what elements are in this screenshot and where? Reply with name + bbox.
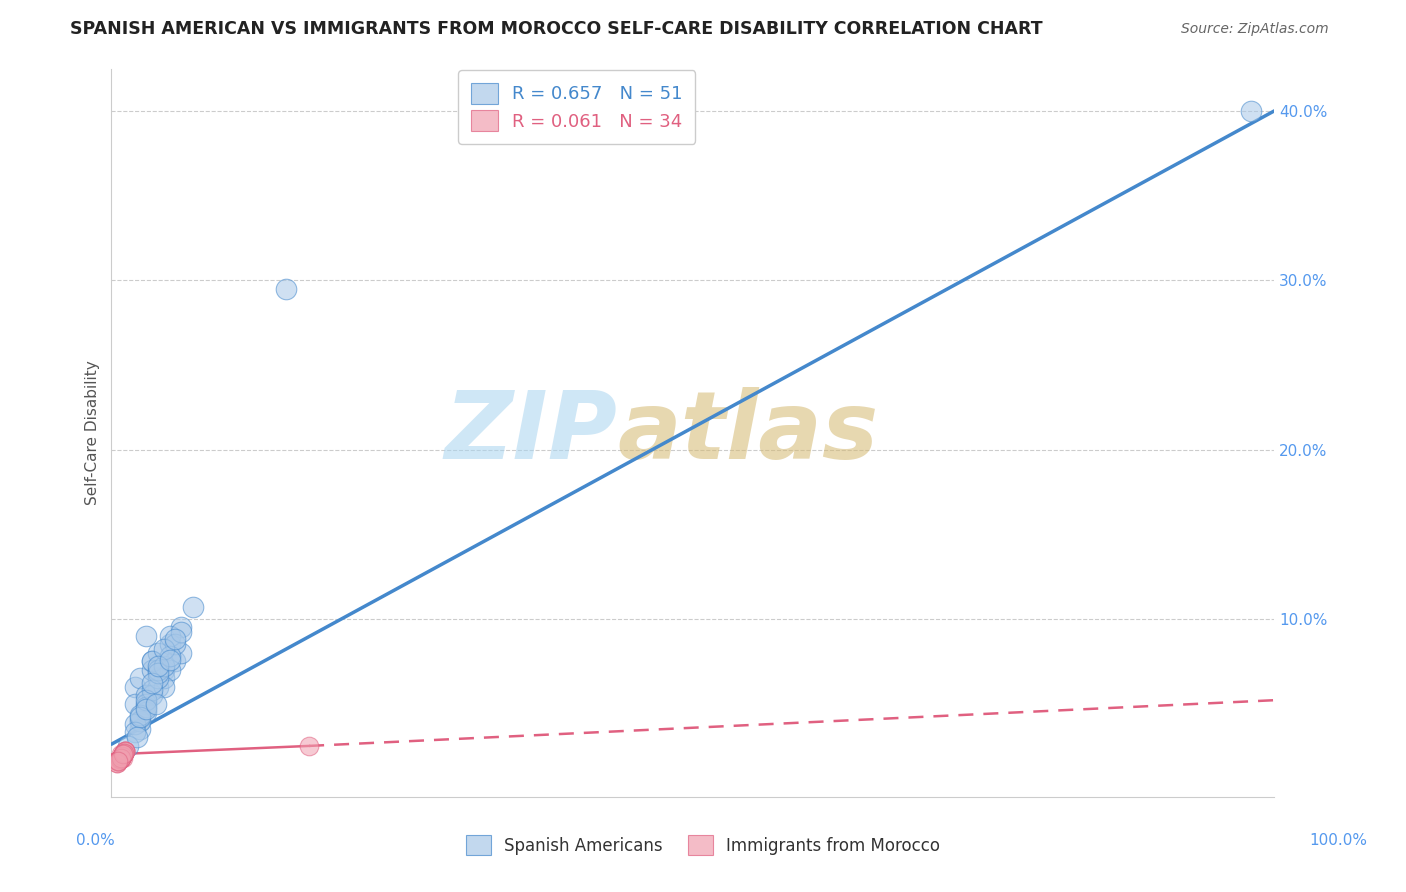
Point	[152, 659, 174, 673]
Point	[112, 746, 135, 760]
Point	[159, 637, 181, 651]
Point	[146, 659, 169, 673]
Text: SPANISH AMERICAN VS IMMIGRANTS FROM MOROCCO SELF-CARE DISABILITY CORRELATION CHA: SPANISH AMERICAN VS IMMIGRANTS FROM MORO…	[70, 20, 1043, 37]
Point	[108, 752, 131, 766]
Point	[170, 625, 193, 640]
Point	[1240, 103, 1263, 118]
Point	[129, 671, 152, 685]
Point	[141, 676, 163, 690]
Text: Source: ZipAtlas.com: Source: ZipAtlas.com	[1181, 21, 1329, 36]
Point	[124, 725, 146, 739]
Point	[112, 751, 135, 765]
Point	[112, 747, 135, 762]
Point	[107, 754, 129, 768]
Point	[146, 680, 169, 694]
Y-axis label: Self-Care Disability: Self-Care Disability	[86, 360, 100, 505]
Point	[112, 747, 135, 762]
Point	[108, 752, 131, 766]
Text: 0.0%: 0.0%	[76, 833, 115, 847]
Point	[107, 754, 129, 768]
Point	[170, 646, 193, 660]
Point	[114, 744, 136, 758]
Point	[108, 752, 131, 766]
Point	[129, 722, 152, 736]
Point	[129, 714, 152, 728]
Point	[165, 654, 187, 668]
Point	[105, 756, 128, 770]
Point	[111, 749, 134, 764]
Point	[159, 652, 181, 666]
Point	[135, 700, 157, 714]
Point	[146, 663, 169, 677]
Point	[107, 754, 129, 768]
Point	[141, 663, 163, 677]
Point	[110, 751, 132, 765]
Point	[146, 671, 169, 685]
Text: 100.0%: 100.0%	[1309, 833, 1368, 847]
Point	[135, 629, 157, 643]
Point	[107, 754, 129, 768]
Point	[129, 708, 152, 723]
Point	[112, 747, 135, 762]
Point	[129, 714, 152, 728]
Legend: R = 0.657   N = 51, R = 0.061   N = 34: R = 0.657 N = 51, R = 0.061 N = 34	[458, 70, 695, 144]
Point	[159, 649, 181, 664]
Legend: Spanish Americans, Immigrants from Morocco: Spanish Americans, Immigrants from Moroc…	[460, 829, 946, 862]
Point	[170, 620, 193, 634]
Point	[141, 688, 163, 702]
Point	[112, 746, 135, 760]
Point	[112, 747, 135, 762]
Point	[124, 717, 146, 731]
Point	[159, 663, 181, 677]
Point	[141, 654, 163, 668]
Point	[110, 751, 132, 765]
Point	[135, 701, 157, 715]
Point	[112, 746, 135, 760]
Point	[112, 746, 135, 760]
Point	[111, 749, 134, 764]
Point	[111, 749, 134, 764]
Point	[152, 663, 174, 677]
Point	[114, 744, 136, 758]
Point	[114, 744, 136, 758]
Point	[108, 752, 131, 766]
Point	[105, 756, 128, 770]
Point	[114, 744, 136, 758]
Point	[181, 600, 204, 615]
Point	[159, 629, 181, 643]
Point	[274, 282, 297, 296]
Point	[107, 754, 129, 768]
Point	[152, 680, 174, 694]
Point	[165, 632, 187, 647]
Point	[141, 654, 163, 668]
Point	[125, 731, 148, 745]
Point	[145, 697, 167, 711]
Point	[135, 697, 157, 711]
Point	[117, 739, 139, 753]
Point	[110, 751, 132, 765]
Point	[165, 637, 187, 651]
Point	[124, 680, 146, 694]
Point	[135, 688, 157, 702]
Point	[135, 705, 157, 719]
Point	[146, 666, 169, 681]
Point	[110, 751, 132, 765]
Point	[298, 739, 321, 753]
Point	[129, 710, 152, 724]
Point	[124, 697, 146, 711]
Text: ZIP: ZIP	[444, 386, 617, 479]
Point	[135, 693, 157, 707]
Point	[110, 747, 132, 762]
Point	[141, 683, 163, 698]
Point	[146, 646, 169, 660]
Point	[152, 642, 174, 657]
Point	[152, 671, 174, 685]
Point	[111, 749, 134, 764]
Text: atlas: atlas	[617, 386, 879, 479]
